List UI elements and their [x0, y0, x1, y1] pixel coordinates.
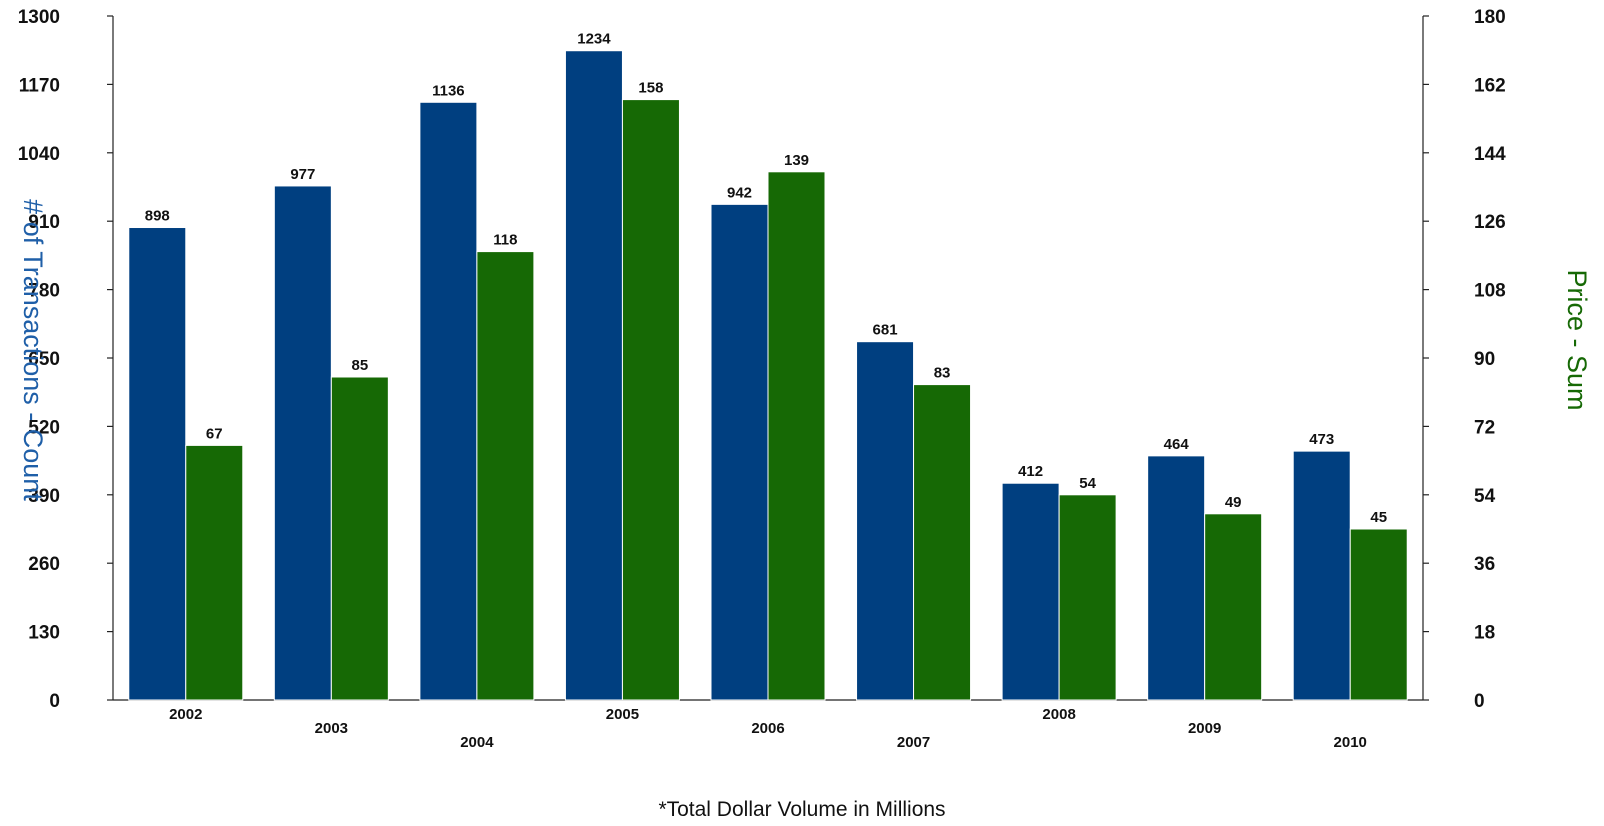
data-label-price-sum: 83: [934, 365, 951, 382]
bar-transactions-count: [1147, 455, 1206, 701]
data-label-transactions-count: 464: [1164, 436, 1190, 453]
bar-price-sum: [1204, 513, 1263, 701]
data-label-price-sum: 139: [784, 152, 809, 169]
bar-price-sum: [1349, 528, 1408, 701]
data-label-transactions-count: 898: [145, 208, 170, 225]
x-tick-label: 2004: [460, 734, 494, 751]
bar-transactions-count: [856, 341, 915, 701]
y-tick-label-left: 910: [28, 212, 60, 233]
data-label-price-sum: 158: [638, 80, 663, 97]
y-tick-label-right: 180: [1474, 7, 1506, 28]
x-tick-label: 2005: [606, 706, 639, 723]
y-axis-title-left: # of Transactions - Count: [18, 199, 48, 501]
x-tick-label: 2006: [751, 720, 784, 737]
y-tick-label-left: 260: [28, 554, 60, 575]
y-tick-label-left: 780: [28, 281, 60, 302]
bar-transactions-count: [273, 185, 332, 701]
data-label-transactions-count: 1234: [577, 31, 611, 48]
data-label-price-sum: 45: [1370, 509, 1387, 526]
bar-transactions-count: [419, 101, 478, 701]
bar-transactions-count: [710, 203, 769, 701]
y-tick-label-left: 520: [28, 417, 60, 438]
bar-transactions-count: [1292, 450, 1351, 701]
y-tick-label-left: 650: [28, 349, 60, 370]
bar-price-sum: [621, 99, 680, 701]
y-axis-title-right: Price - Sum: [1562, 269, 1592, 410]
y-tick-label-right: 0: [1474, 691, 1485, 712]
x-tick-label: 2008: [1042, 706, 1075, 723]
chart-tick-labels: 0 130 260 390 520 650 780 910 1040 1170 1300 0 18 36 5…: [18, 7, 1506, 751]
bar-price-sum: [185, 444, 244, 701]
data-label-transactions-count: 412: [1018, 463, 1043, 480]
data-label-price-sum: 85: [351, 357, 368, 374]
bar-price-sum: [330, 376, 389, 701]
x-tick-label: 2009: [1188, 720, 1221, 737]
y-tick-label-right: 36: [1474, 554, 1495, 575]
bar-price-sum: [1058, 494, 1117, 701]
y-tick-label-left: 1300: [18, 7, 60, 28]
x-tick-label: 2010: [1334, 734, 1367, 751]
data-label-transactions-count: 681: [873, 322, 898, 339]
combo-bar-chart: 898 67 977 85 1136 118 1234 158 942 139 681 83 412 54…: [18, 7, 1592, 751]
y-tick-label-right: 126: [1474, 212, 1506, 233]
y-tick-label-right: 108: [1474, 281, 1506, 302]
bar-transactions-count: [564, 50, 623, 701]
x-tick-label: 2007: [897, 734, 930, 751]
y-tick-label-right: 72: [1474, 417, 1495, 438]
footnote: *Total Dollar Volume in Millions: [658, 798, 946, 821]
y-tick-label-right: 144: [1474, 144, 1506, 165]
y-tick-label-left: 130: [28, 623, 60, 644]
data-label-transactions-count: 977: [290, 166, 315, 183]
y-tick-label-right: 54: [1474, 486, 1496, 507]
y-tick-label-left: 1040: [18, 144, 60, 165]
y-tick-label-right: 90: [1474, 349, 1495, 370]
data-label-price-sum: 118: [493, 232, 517, 249]
bar-transactions-count: [128, 227, 187, 701]
y-tick-label-left: 390: [28, 486, 60, 507]
data-label-transactions-count: 942: [727, 184, 752, 201]
bar-price-sum: [913, 384, 972, 701]
data-label-transactions-count: 1136: [432, 82, 465, 99]
x-tick-label: 2003: [315, 720, 348, 737]
y-tick-label-left: 1170: [19, 75, 60, 96]
bar-price-sum: [476, 251, 535, 701]
y-tick-label-left: 0: [49, 691, 60, 712]
bar-transactions-count: [1001, 482, 1060, 701]
x-tick-label: 2002: [169, 706, 202, 723]
chart-bars: [128, 50, 1408, 701]
data-label-price-sum: 49: [1225, 494, 1242, 511]
chart-data-labels: 898 67 977 85 1136 118 1234 158 942 139 681 83 412 54…: [145, 31, 1387, 526]
data-label-transactions-count: 473: [1309, 431, 1334, 448]
y-tick-label-right: 162: [1474, 75, 1506, 96]
bar-price-sum: [767, 171, 826, 701]
data-label-price-sum: 67: [206, 425, 223, 442]
y-tick-label-right: 18: [1474, 623, 1495, 644]
data-label-price-sum: 54: [1079, 475, 1096, 492]
